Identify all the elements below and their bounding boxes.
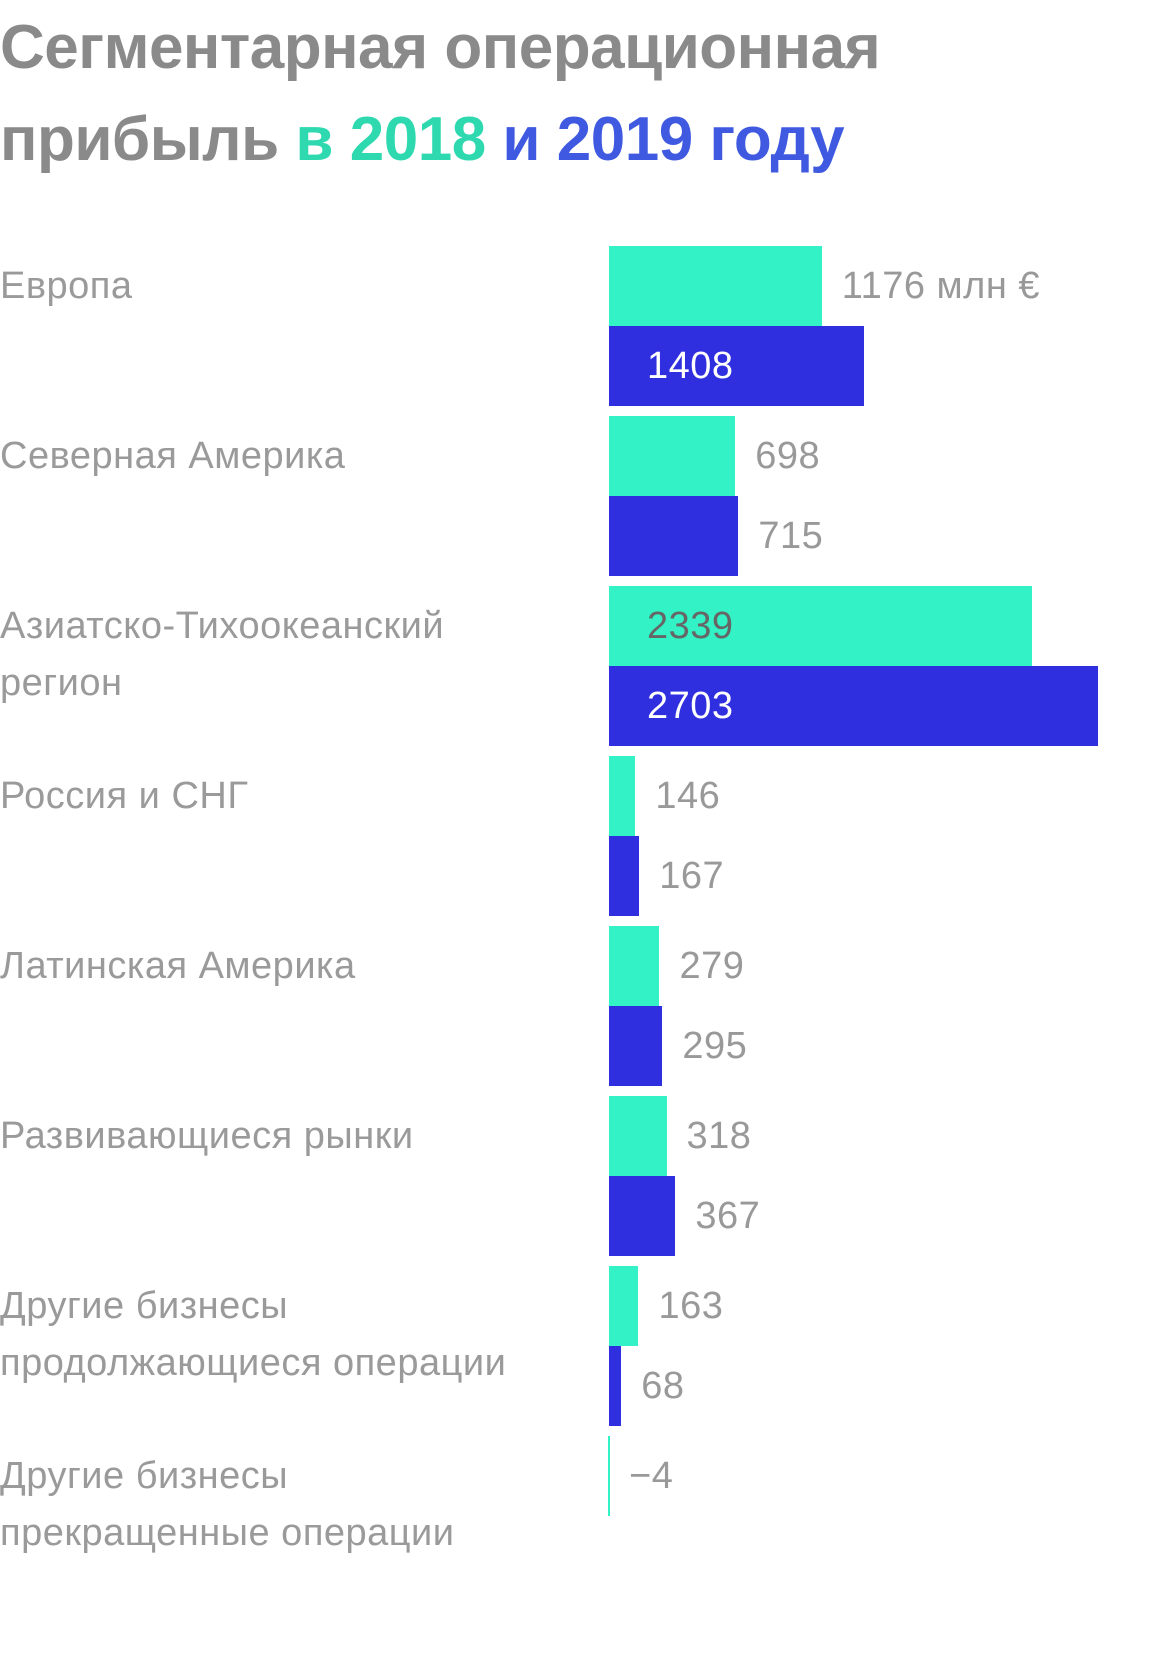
- chart-title: Сегментарная операционная прибыль в 2018…: [0, 2, 1100, 186]
- bar: [609, 416, 736, 496]
- title-series-2018: в 2018: [295, 105, 486, 174]
- value-label: 2339: [647, 605, 734, 647]
- value-label: 279: [679, 945, 745, 987]
- value-label: 318: [686, 1115, 752, 1157]
- bar: [609, 586, 1033, 666]
- category-label: Другие бизнесы прекращенные операции: [0, 1454, 455, 1554]
- bar: [608, 1436, 611, 1516]
- category-label: Развивающиеся рынки: [0, 1114, 414, 1157]
- bar: [609, 926, 660, 1006]
- category-label: Другие бизнесы продолжающиеся операции: [0, 1284, 507, 1384]
- value-label: 715: [758, 515, 824, 557]
- bar: [609, 1096, 667, 1176]
- value-label: 167: [659, 855, 725, 897]
- bar: [609, 1006, 663, 1086]
- bar: [609, 1346, 622, 1426]
- category-label: Россия и СНГ: [0, 774, 249, 817]
- category-label: Латинская Америка: [0, 944, 356, 987]
- bar: [609, 326, 864, 406]
- value-label: 163: [658, 1285, 724, 1327]
- category-label: Северная Америка: [0, 434, 346, 477]
- bar: [609, 246, 822, 326]
- bar: [609, 1266, 639, 1346]
- category-label: Азиатско-Тихоокеанский регион: [0, 604, 445, 704]
- title-text: Сегментарная операционная прибыль: [0, 13, 881, 174]
- title-series-2019: и 2019 году: [502, 105, 845, 174]
- value-label: 1176 млн €: [841, 265, 1040, 307]
- category-label: Европа: [0, 264, 133, 307]
- value-label: 295: [682, 1025, 748, 1067]
- value-label: 2703: [647, 685, 734, 727]
- value-label: 68: [641, 1365, 685, 1407]
- value-label: 367: [695, 1195, 761, 1237]
- bar: [609, 756, 636, 836]
- value-label: −4: [629, 1455, 674, 1497]
- value-label: 146: [655, 775, 721, 817]
- bar: [609, 1176, 676, 1256]
- value-label: 698: [755, 435, 821, 477]
- value-label: 1408: [647, 345, 734, 387]
- bar: [609, 836, 640, 916]
- bar: [609, 496, 739, 576]
- bar: [609, 666, 1098, 746]
